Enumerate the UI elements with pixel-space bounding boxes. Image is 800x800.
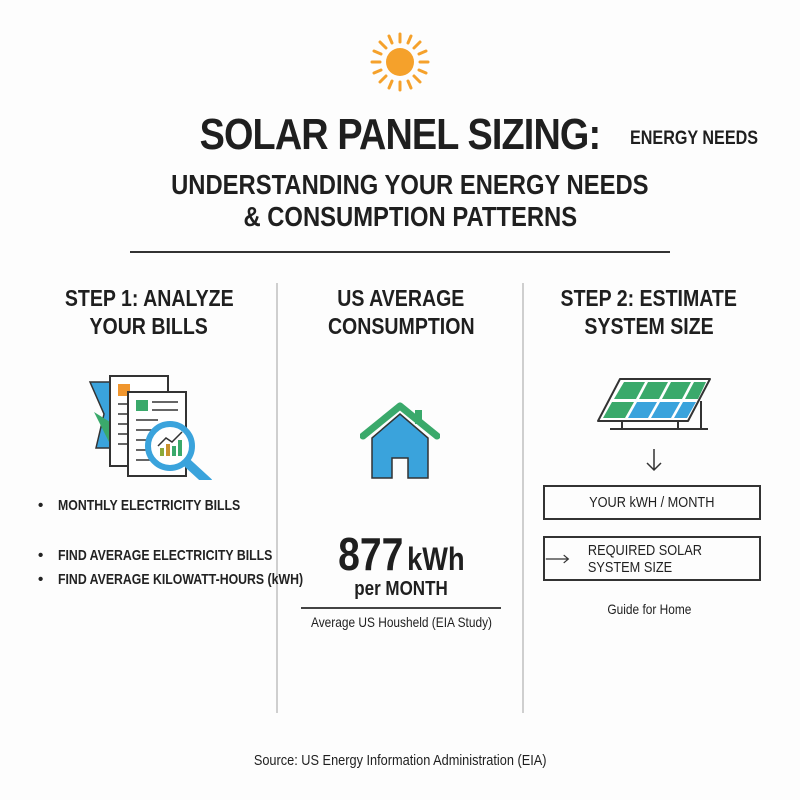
- bills-magnifier-icon: [88, 375, 213, 480]
- page-title: SOLAR PANEL SIZING:: [199, 110, 601, 159]
- average-heading: US AVERAGE CONSUMPTION: [327, 285, 475, 339]
- required-size-box: REQUIRED SOLAR SYSTEM SIZE: [543, 536, 761, 581]
- bullet-item: FIND AVERAGE KILOWATT-HOURS (kWH): [38, 571, 357, 588]
- average-period: per MONTH: [354, 578, 448, 600]
- bullet-item: FIND AVERAGE ELECTRICITY BILLS: [38, 547, 319, 564]
- source-footer: Source: US Energy Information Administra…: [253, 752, 547, 769]
- solar-panel-icon: [597, 378, 711, 430]
- sun-icon: [370, 32, 430, 92]
- subtitle-line-2: & CONSUMPTION PATTERNS: [243, 201, 577, 232]
- bullet-item: MONTHLY ELECTRICITY BILLS: [38, 497, 280, 514]
- average-value: 877 kWh: [337, 528, 465, 580]
- title-tag: ENERGY NEEDS: [630, 128, 759, 149]
- column-divider: [522, 283, 524, 713]
- your-kwh-box: YOUR kWH / MONTH: [543, 485, 761, 520]
- average-caption: Average US Housheld (EIA Study): [310, 614, 492, 630]
- guide-caption: Guide for Home: [606, 601, 691, 617]
- average-divider: [301, 607, 501, 609]
- subtitle-line-1: UNDERSTANDING YOUR ENERGY NEEDS: [171, 169, 649, 200]
- house-icon: [360, 402, 440, 479]
- header-divider: [130, 251, 670, 253]
- arrow-down-icon: [646, 449, 662, 472]
- arrow-right-icon: [545, 554, 570, 563]
- step1-heading: STEP 1: ANALYZE YOUR BILLS: [64, 285, 234, 339]
- step2-heading: STEP 2: ESTIMATE SYSTEM SIZE: [560, 285, 738, 339]
